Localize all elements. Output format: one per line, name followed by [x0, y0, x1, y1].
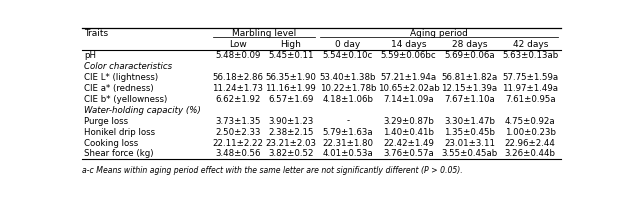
Text: 3.73±1.35: 3.73±1.35 — [215, 117, 260, 126]
Text: 7.67±1.10a: 7.67±1.10a — [444, 95, 495, 104]
Text: pH: pH — [84, 51, 96, 60]
Text: 6.62±1.92: 6.62±1.92 — [215, 95, 260, 104]
Text: 53.40±1.38b: 53.40±1.38b — [319, 73, 376, 82]
Text: 5.63±0.13ab: 5.63±0.13ab — [502, 51, 558, 60]
Text: 57.21±1.94a: 57.21±1.94a — [381, 73, 437, 82]
Text: Honikel drip loss: Honikel drip loss — [84, 128, 155, 137]
Text: 3.90±1.23: 3.90±1.23 — [268, 117, 313, 126]
Text: 5.54±0.10c: 5.54±0.10c — [323, 51, 373, 60]
Text: 42 days: 42 days — [512, 40, 548, 49]
Text: Color characteristics: Color characteristics — [84, 62, 172, 71]
Text: 23.01±3.11: 23.01±3.11 — [444, 139, 495, 147]
Text: 56.18±2.86: 56.18±2.86 — [212, 73, 263, 82]
Text: Cooking loss: Cooking loss — [84, 139, 139, 147]
Text: 22.42±1.49: 22.42±1.49 — [383, 139, 434, 147]
Text: 28 days: 28 days — [452, 40, 487, 49]
Text: 10.22±1.78b: 10.22±1.78b — [319, 84, 376, 93]
Text: Traits: Traits — [84, 29, 109, 38]
Text: 3.26±0.44b: 3.26±0.44b — [505, 149, 556, 158]
Text: 22.11±2.22: 22.11±2.22 — [212, 139, 263, 147]
Text: -: - — [346, 117, 349, 126]
Text: CIE L* (lightness): CIE L* (lightness) — [84, 73, 158, 82]
Text: 56.81±1.82a: 56.81±1.82a — [441, 73, 497, 82]
Text: a-c Means within aging period effect with the same letter are not significantly : a-c Means within aging period effect wit… — [82, 166, 462, 175]
Text: 3.29±0.87b: 3.29±0.87b — [383, 117, 434, 126]
Text: 1.35±0.45b: 1.35±0.45b — [444, 128, 495, 137]
Text: Shear force (kg): Shear force (kg) — [84, 149, 154, 158]
Text: Marbling level: Marbling level — [232, 29, 296, 38]
Text: 1.00±0.23b: 1.00±0.23b — [505, 128, 556, 137]
Text: 2.50±2.33: 2.50±2.33 — [215, 128, 260, 137]
Text: 14 days: 14 days — [391, 40, 426, 49]
Text: 5.45±0.11: 5.45±0.11 — [268, 51, 314, 60]
Text: 56.35±1.90: 56.35±1.90 — [265, 73, 316, 82]
Text: High: High — [280, 40, 301, 49]
Text: 6.57±1.69: 6.57±1.69 — [268, 95, 313, 104]
Text: 3.82±0.52: 3.82±0.52 — [268, 149, 314, 158]
Text: 3.55±0.45ab: 3.55±0.45ab — [441, 149, 497, 158]
Text: 0 day: 0 day — [335, 40, 361, 49]
Text: 7.61±0.95a: 7.61±0.95a — [505, 95, 555, 104]
Text: 4.01±0.53a: 4.01±0.53a — [323, 149, 373, 158]
Text: Low: Low — [229, 40, 246, 49]
Text: 3.30±1.47b: 3.30±1.47b — [444, 117, 495, 126]
Text: 5.59±0.06bc: 5.59±0.06bc — [381, 51, 436, 60]
Text: CIE a* (redness): CIE a* (redness) — [84, 84, 154, 93]
Text: 11.24±1.73: 11.24±1.73 — [212, 84, 263, 93]
Text: 5.48±0.09: 5.48±0.09 — [215, 51, 260, 60]
Text: Aging period: Aging period — [410, 29, 468, 38]
Text: 4.18±1.06b: 4.18±1.06b — [323, 95, 373, 104]
Text: 5.69±0.06a: 5.69±0.06a — [444, 51, 495, 60]
Text: 7.14±1.09a: 7.14±1.09a — [383, 95, 434, 104]
Text: 12.15±1.39a: 12.15±1.39a — [441, 84, 497, 93]
Text: 3.76±0.57a: 3.76±0.57a — [383, 149, 434, 158]
Text: CIE b* (yellowness): CIE b* (yellowness) — [84, 95, 167, 104]
Text: 22.96±2.44: 22.96±2.44 — [505, 139, 556, 147]
Text: Purge loss: Purge loss — [84, 117, 129, 126]
Text: 1.40±0.41b: 1.40±0.41b — [383, 128, 434, 137]
Text: 5.79±1.63a: 5.79±1.63a — [323, 128, 373, 137]
Text: 4.75±0.92a: 4.75±0.92a — [505, 117, 555, 126]
Text: 23.21±2.03: 23.21±2.03 — [265, 139, 316, 147]
Text: 22.31±1.80: 22.31±1.80 — [323, 139, 373, 147]
Text: Water-holding capacity (%): Water-holding capacity (%) — [84, 106, 201, 115]
Text: 11.97±1.49a: 11.97±1.49a — [502, 84, 558, 93]
Text: 11.16±1.99: 11.16±1.99 — [265, 84, 316, 93]
Text: 3.48±0.56: 3.48±0.56 — [215, 149, 260, 158]
Text: 10.65±2.02ab: 10.65±2.02ab — [378, 84, 439, 93]
Text: 2.38±2.15: 2.38±2.15 — [268, 128, 314, 137]
Text: 57.75±1.59a: 57.75±1.59a — [502, 73, 558, 82]
